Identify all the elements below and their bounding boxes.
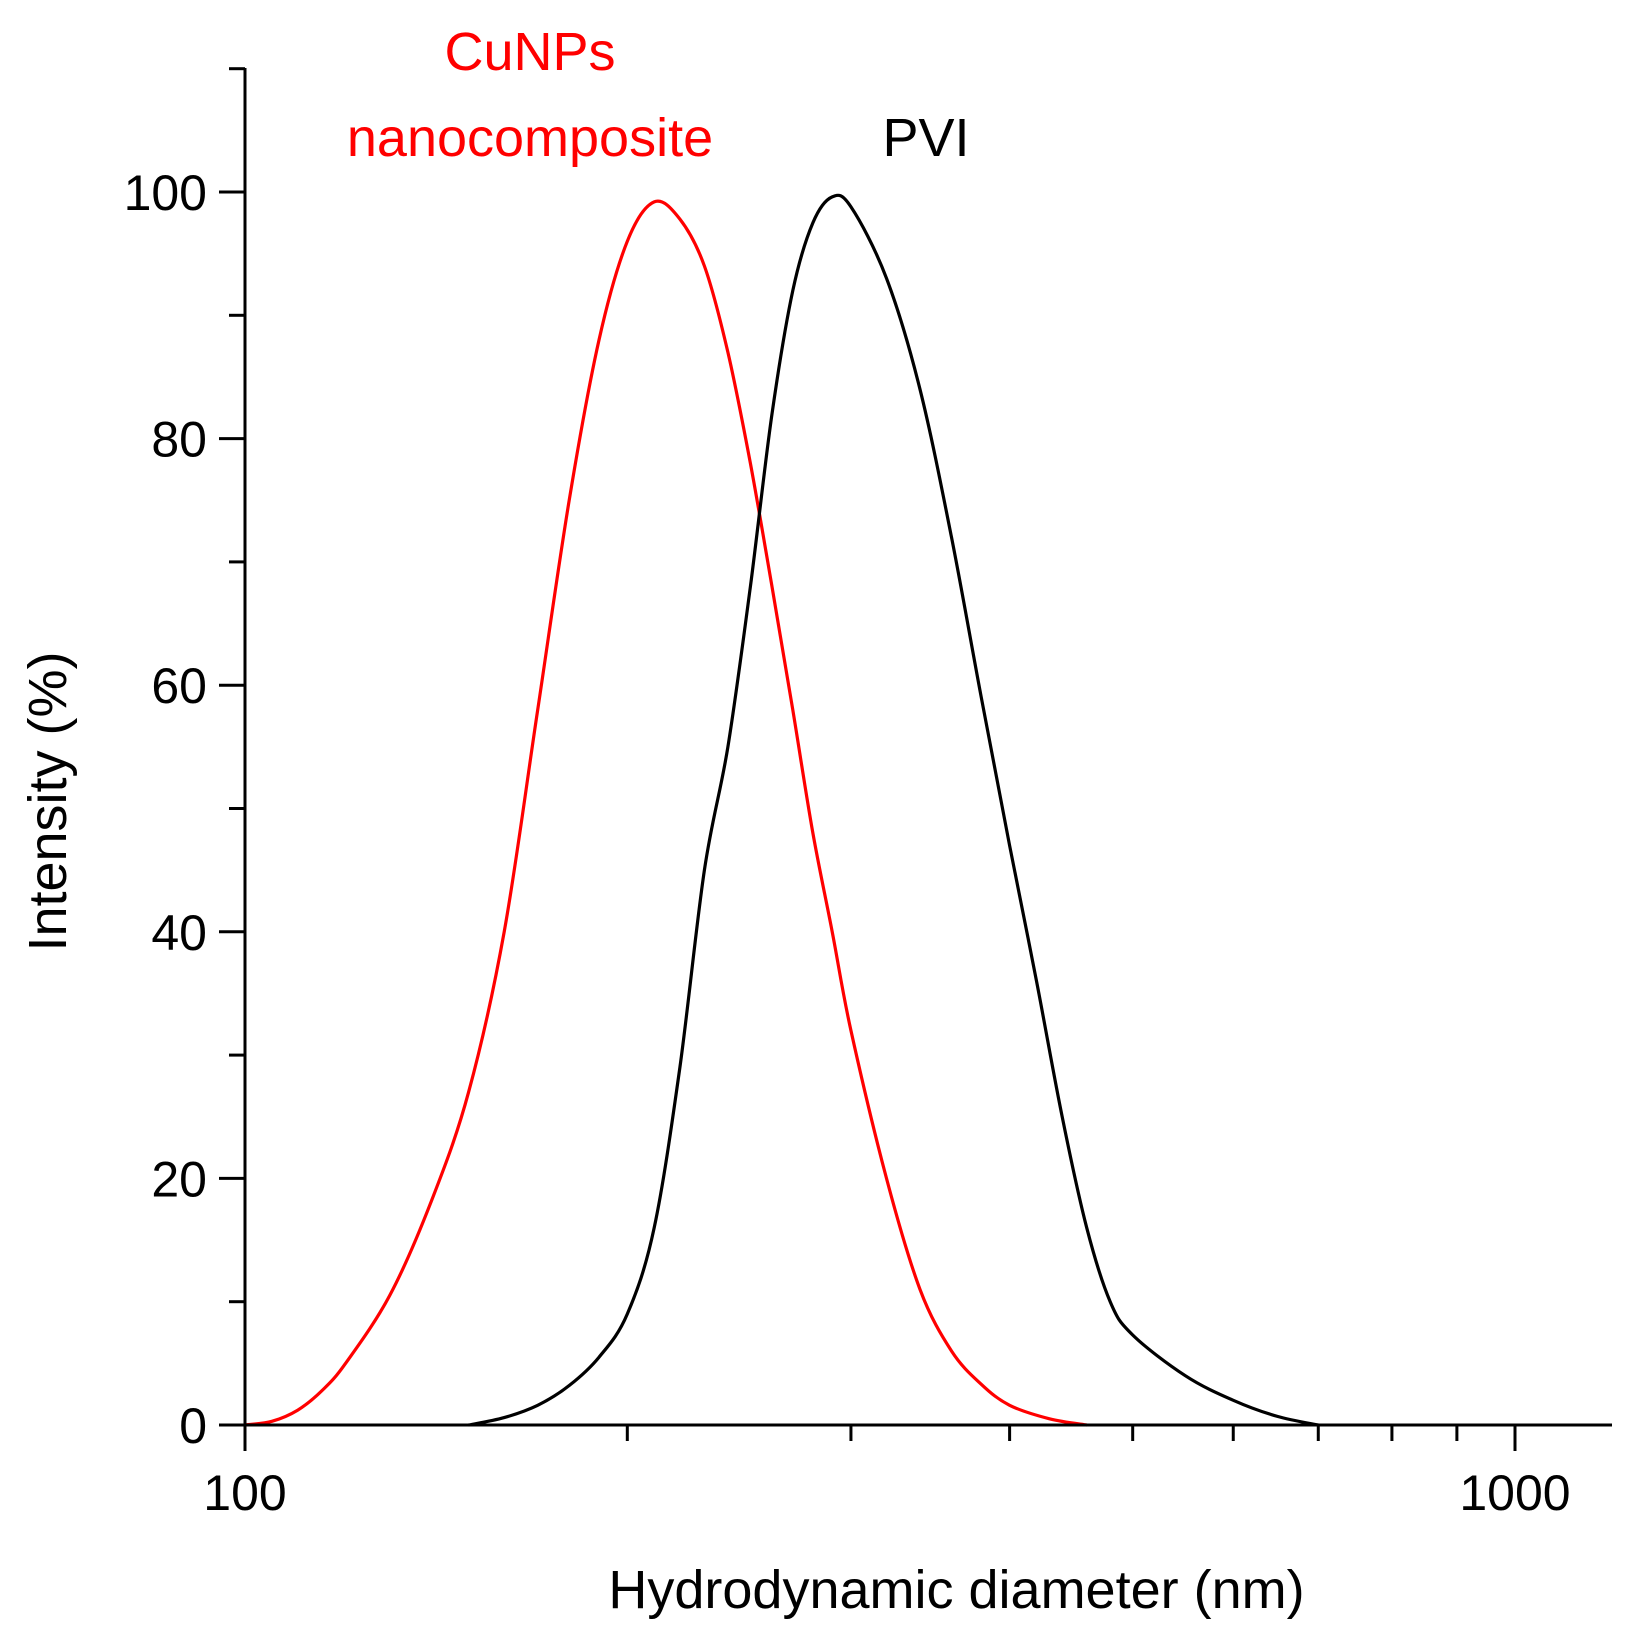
y-axis-label: Intensity (%) (18, 651, 78, 951)
series-label-0: nanocomposite (347, 108, 713, 168)
tick-labels: 0 20 40 60 80 100 100 1000 (124, 165, 1571, 1521)
series-label-1: PVI (882, 108, 969, 168)
x-tick-label: 100 (203, 1465, 286, 1521)
y-tick-label: 60 (151, 658, 207, 714)
series-label-0: CuNPs (444, 22, 615, 82)
series-labels: CuNPs nanocomposite PVI (347, 22, 970, 168)
series-line-0 (244, 199, 1087, 1427)
y-tick-label: 40 (151, 905, 207, 961)
y-tick-label: 0 (179, 1398, 207, 1454)
series-line-1 (468, 193, 1319, 1427)
y-tick-label: 20 (151, 1151, 207, 1207)
x-axis-label: Hydrodynamic diameter (nm) (608, 1560, 1304, 1620)
plot-curves (244, 193, 1319, 1427)
y-ticks (219, 67, 245, 1427)
x-tick-label: 1000 (1459, 1465, 1570, 1521)
y-tick-label: 80 (151, 412, 207, 468)
y-tick-label: 100 (124, 165, 207, 221)
axes (219, 67, 1612, 1451)
x-ticks (243, 1425, 1517, 1451)
